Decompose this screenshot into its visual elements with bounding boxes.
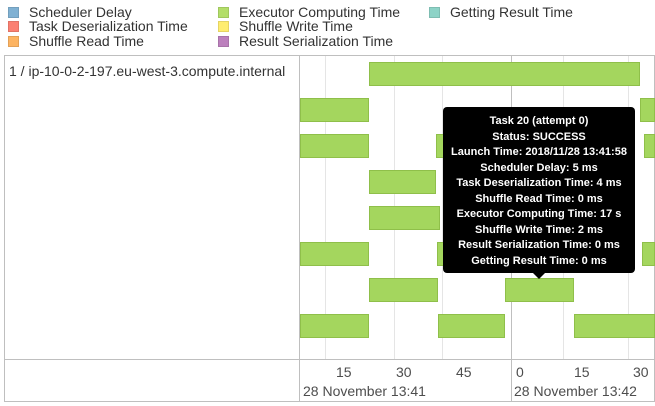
legend-item-shuffle-write[interactable]: Shuffle Write Time bbox=[218, 17, 353, 35]
tick-label: 15 bbox=[336, 364, 352, 380]
task-bar-hovered[interactable] bbox=[505, 278, 574, 302]
tooltip-shuffle-write: Shuffle Write Time: 2 ms bbox=[475, 223, 603, 236]
task-bar[interactable] bbox=[644, 134, 655, 158]
time-axis bbox=[300, 359, 655, 402]
task-tooltip: Task 20 (attempt 0) Status: SUCCESS Laun… bbox=[443, 107, 635, 273]
legend-item-getting-result[interactable]: Getting Result Time bbox=[429, 3, 573, 21]
tooltip-executor-computing: Executor Computing Time: 17 s bbox=[456, 208, 622, 220]
executor-computing-swatch bbox=[218, 6, 229, 18]
tooltip-launch-time: Launch Time: 2018/11/28 13:41:58 bbox=[451, 146, 627, 158]
task-deserialization-swatch bbox=[8, 20, 19, 32]
task-bar[interactable] bbox=[300, 134, 369, 158]
axis-left-blank bbox=[4, 359, 300, 402]
task-bar[interactable] bbox=[640, 98, 655, 122]
legend-label: Executor Computing Time bbox=[239, 4, 401, 20]
tooltip-arrow bbox=[533, 273, 545, 279]
result-serialization-swatch bbox=[218, 35, 229, 47]
task-bar[interactable] bbox=[642, 242, 655, 266]
tick-label: 30 bbox=[633, 364, 649, 380]
legend-item-executor-computing[interactable]: Executor Computing Time bbox=[218, 3, 400, 21]
shuffle-read-swatch bbox=[8, 35, 19, 47]
legend-label: Getting Result Time bbox=[450, 4, 573, 20]
task-bar[interactable] bbox=[369, 278, 438, 302]
major-time-label: 28 November 13:42 bbox=[514, 383, 637, 399]
legend-item-result-serialization[interactable]: Result Serialization Time bbox=[218, 32, 393, 50]
legend-item-shuffle-read[interactable]: Shuffle Read Time bbox=[8, 32, 144, 50]
legend-label: Scheduler Delay bbox=[29, 4, 132, 20]
task-bar[interactable] bbox=[369, 62, 640, 86]
tooltip-getting-result: Getting Result Time: 0 ms bbox=[471, 254, 607, 267]
grid-line bbox=[325, 56, 326, 359]
executor-label: 1 / ip-10-0-2-197.eu-west-3.compute.inte… bbox=[9, 63, 286, 79]
tooltip-task-title: Task 20 (attempt 0) bbox=[489, 115, 589, 127]
tick-label: 15 bbox=[574, 364, 590, 380]
task-bar[interactable] bbox=[438, 314, 505, 338]
scheduler-delay-swatch bbox=[8, 6, 19, 18]
tick-label: 30 bbox=[396, 364, 412, 380]
task-bar[interactable] bbox=[369, 170, 436, 194]
grid-line bbox=[442, 56, 443, 359]
legend-label: Shuffle Write Time bbox=[239, 18, 353, 34]
tooltip-status: Status: SUCCESS bbox=[492, 130, 586, 143]
task-bar[interactable] bbox=[300, 314, 369, 338]
tooltip-result-serialization: Result Serialization Time: 0 ms bbox=[458, 239, 620, 251]
tooltip-scheduler-delay: Scheduler Delay: 5 ms bbox=[480, 161, 598, 174]
task-bar[interactable] bbox=[300, 242, 369, 266]
executor-row-label: 1 / ip-10-0-2-197.eu-west-3.compute.inte… bbox=[4, 55, 300, 359]
shuffle-write-swatch bbox=[218, 20, 229, 32]
task-bar[interactable] bbox=[574, 314, 655, 338]
tick-label: 45 bbox=[456, 364, 472, 380]
legend: Scheduler Delay Task Deserialization Tim… bbox=[0, 0, 655, 55]
legend-item-scheduler-delay[interactable]: Scheduler Delay bbox=[8, 3, 132, 21]
task-bar[interactable] bbox=[300, 98, 369, 122]
tooltip-shuffle-read: Shuffle Read Time: 0 ms bbox=[475, 192, 603, 205]
legend-label: Task Deserialization Time bbox=[29, 18, 188, 34]
major-time-label: 28 November 13:41 bbox=[303, 383, 426, 399]
getting-result-swatch bbox=[429, 6, 440, 18]
legend-label: Shuffle Read Time bbox=[29, 33, 144, 49]
task-bar[interactable] bbox=[369, 206, 440, 230]
legend-item-task-deserialization[interactable]: Task Deserialization Time bbox=[8, 17, 188, 35]
legend-label: Result Serialization Time bbox=[239, 33, 394, 49]
tooltip-task-deserialization: Task Deserialization Time: 4 ms bbox=[456, 177, 622, 189]
tick-label: 0 bbox=[516, 364, 524, 380]
